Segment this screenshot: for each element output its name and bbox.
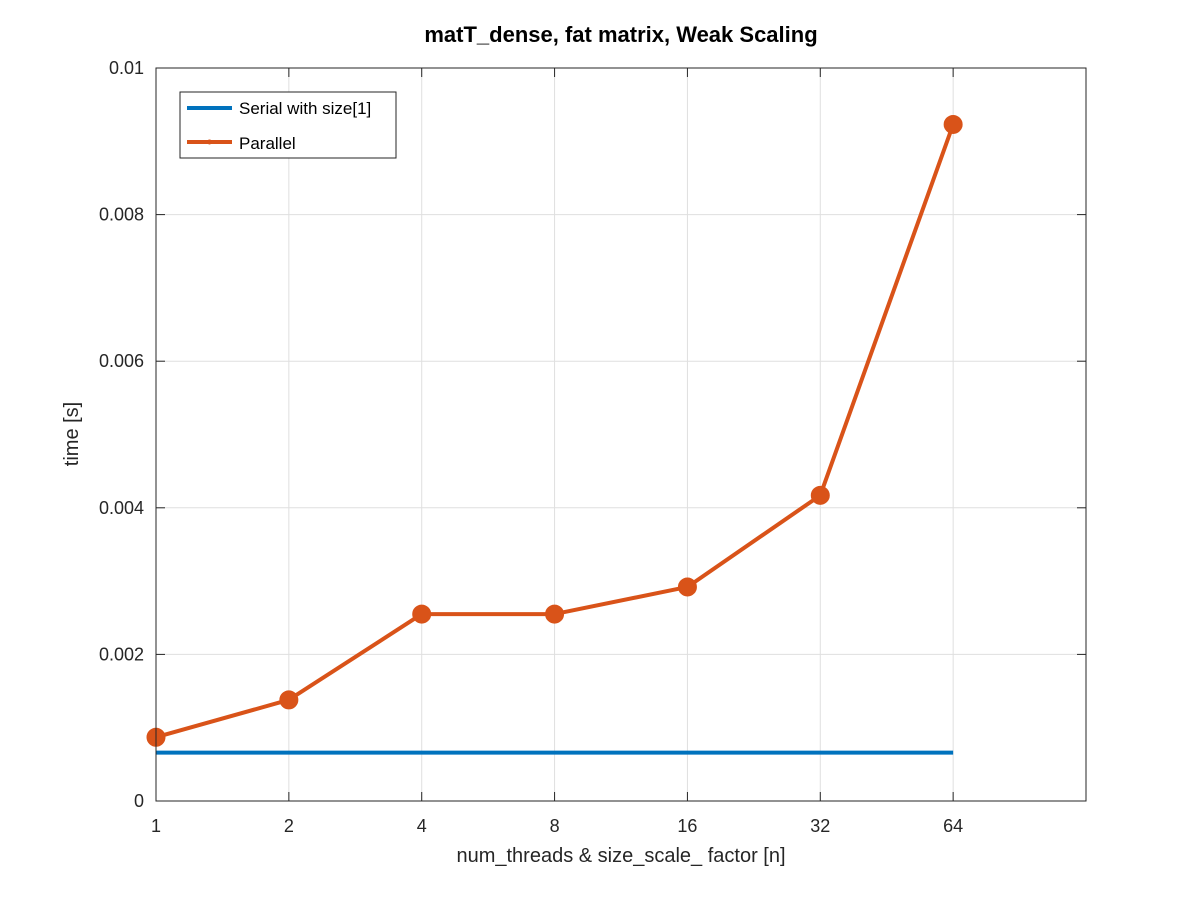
y-tick-label: 0.002 [99,644,144,664]
x-axis-label: num_threads & size_scale_ factor [n] [456,845,785,867]
x-tick-label: 64 [943,816,963,836]
data-point [545,604,565,624]
data-point [943,114,963,134]
chart-title: matT_dense, fat matrix, Weak Scaling [424,22,817,47]
plot-frame [155,67,1087,802]
legend-label-parallel: Parallel [239,134,296,153]
data-point [279,690,299,710]
legend-label-serial: Serial with size[1] [239,99,371,118]
legend-marker-parallel [207,139,212,145]
axis-ticks: 1 2 4 8 16 32 64 0 0.002 0.004 0.006 0.008 0.01 [99,58,1086,836]
plot-series [146,114,963,755]
x-tick-label: 32 [810,816,830,836]
y-tick-label: 0.01 [109,58,144,78]
y-tick-label: 0.006 [99,351,144,371]
x-tick-label: 2 [284,816,294,836]
legend-box [179,91,397,159]
legend: Serial with size[1] Parallel [179,91,397,159]
data-point [677,577,697,597]
x-tick-label: 16 [677,816,697,836]
data-point [810,485,830,505]
legend-entry-serial: Serial with size[1] [187,99,371,118]
y-tick-label: 0.004 [99,498,144,518]
y-tick-label: 0.008 [99,205,144,225]
y-tick-label: 0 [134,791,144,811]
data-point [412,604,432,624]
x-tick-label: 4 [417,816,427,836]
y-axis-label: time [s] [61,402,83,466]
legend-entry-parallel: Parallel [187,134,296,153]
x-tick-label: 1 [151,816,161,836]
x-tick-label: 8 [550,816,560,836]
